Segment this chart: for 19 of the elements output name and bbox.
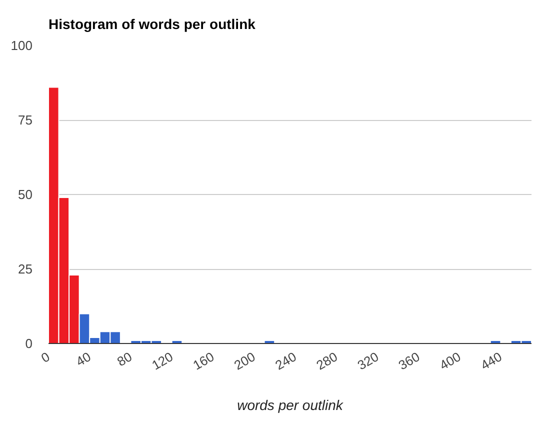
y-tick-label: 100 — [10, 38, 33, 53]
x-tick-label: 160 — [190, 349, 217, 373]
x-tick-label: 280 — [314, 349, 340, 373]
x-tick-label: 320 — [354, 349, 382, 373]
x-tick-label: 40 — [73, 349, 94, 370]
x-tick-label: 360 — [396, 349, 422, 373]
x-tick-label: 0 — [38, 349, 52, 366]
chart-title: Histogram of words per outlink — [48, 16, 256, 32]
x-tick-label: 200 — [232, 349, 258, 373]
x-axis-title: words per outlink — [237, 397, 344, 414]
y-tick-label: 75 — [18, 112, 33, 128]
x-tick-label: 240 — [272, 349, 299, 373]
x-tick-label: 440 — [478, 349, 504, 373]
x-tick-label: 80 — [114, 349, 134, 370]
y-tick-label: 25 — [18, 262, 33, 276]
y-tick-label: 50 — [18, 187, 33, 202]
x-tick-label: 400 — [437, 349, 464, 373]
x-tick-label: 120 — [149, 349, 176, 373]
y-tick-label: 0 — [25, 336, 33, 351]
